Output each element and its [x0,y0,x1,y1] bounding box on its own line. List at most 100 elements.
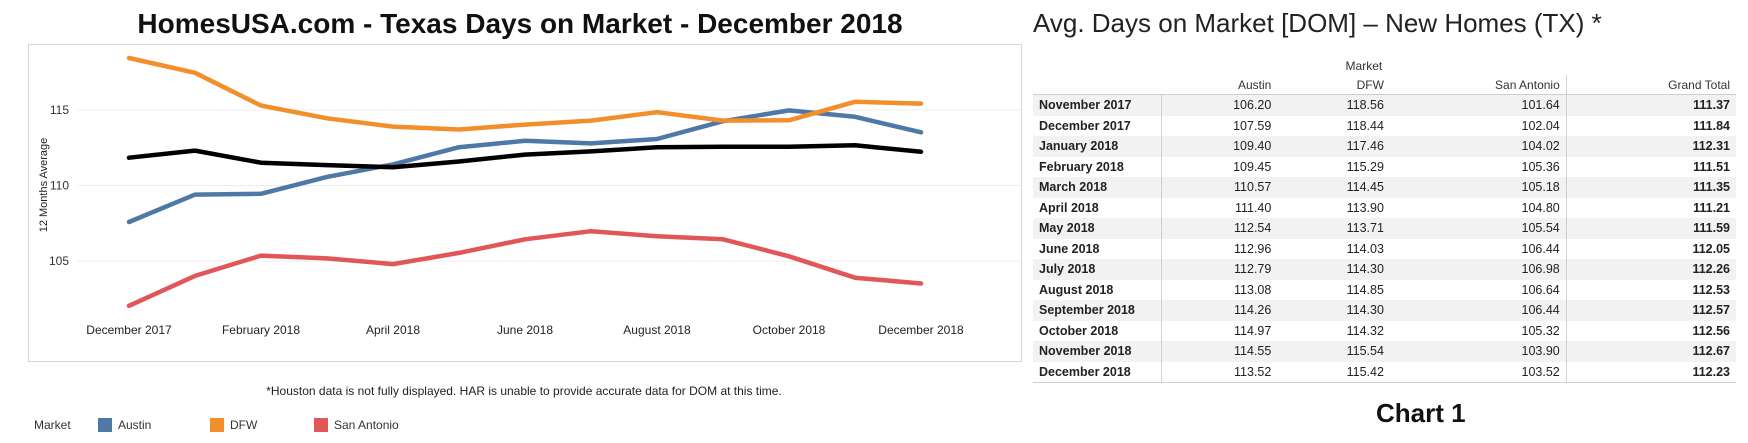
table-cell: 109.40 [1161,136,1278,157]
table-cell: 102.04 [1521,118,1560,133]
table-cell: 114.97 [1234,323,1272,338]
table-cell: 114.55 [1161,341,1278,362]
table-cell: 113.71 [1277,218,1390,239]
row-label: January 2018 [1033,136,1162,157]
y-tick-label: 105 [49,254,69,268]
grand-total-cell: 112.05 [1565,238,1736,259]
table-row: December 2018 113.52 115.42 103.52 112.23 [1033,361,1736,383]
table-cell: 106.44 [1389,300,1567,321]
grand-total-cell: 112.57 [1565,300,1736,321]
legend-label: DFW [230,417,258,432]
column-header-san-antonio: San Antonio [1389,75,1567,95]
table-cell: 112.54 [1161,218,1278,239]
y-tick-label: 115 [50,103,69,117]
table-cell: 104.02 [1389,136,1567,157]
table-cell: 114.85 [1346,282,1384,297]
grand-total-cell: 111.37 [1565,94,1736,116]
grand-total-cell: 111.84 [1565,115,1736,136]
table-cell: 107.59 [1233,118,1272,133]
legend-item-austin: Austin [98,417,151,432]
table-cell: 110.57 [1161,177,1278,198]
column-header-austin: Austin [1161,75,1278,95]
table-row: February 2018 109.45 115.29 105.36 111.51 [1033,156,1736,177]
table-row: December 2017 107.59 118.44 102.04 111.84 [1033,115,1736,136]
grand-total-cell: 112.31 [1565,136,1736,157]
row-label: March 2018 [1033,177,1162,198]
table-cell: 114.03 [1346,241,1384,256]
table-cell: 118.56 [1277,94,1390,116]
table-cell: 114.30 [1277,259,1390,280]
grand-total-cell: 111.59 [1565,218,1736,239]
table-cell: 117.46 [1277,136,1390,157]
row-label: November 2018 [1033,341,1162,362]
table-cell: 105.36 [1521,159,1560,174]
x-tick-label: April 2018 [366,323,420,337]
table-cell: 106.20 [1161,94,1278,116]
table-corner [1033,56,1162,75]
legend-swatch [314,417,328,432]
table-cell: 118.44 [1346,118,1384,133]
legend-label: Austin [118,417,152,432]
series-line-grand-total [126,142,924,170]
grand-total-cell: 111.21 [1565,197,1736,218]
table-row: August 2018 113.08 114.85 106.64 112.53 [1033,279,1736,300]
table-row: June 2018 112.96 114.03 106.44 112.05 [1033,238,1736,259]
table-cell: 115.54 [1277,341,1390,362]
series-line-dfw [126,55,924,132]
table-cell: 106.64 [1521,282,1560,297]
grand-total-cell: 112.56 [1565,320,1736,341]
legend-item-san-antonio: San Antonio [314,417,399,432]
row-label: May 2018 [1033,218,1162,239]
column-header-grand-total: Grand Total [1565,75,1736,95]
legend-label: San Antonio [334,417,399,432]
table-cell: 105.18 [1389,177,1567,198]
row-label: September 2018 [1033,300,1162,321]
row-label: April 2018 [1033,197,1162,218]
line-chart-svg: 105 110 115 12 Months Average December 2017 F… [38,55,1021,337]
table-cell: 109.45 [1233,159,1272,174]
table-row: January 2018 109.40 117.46 104.02 112.31 [1033,136,1736,157]
table-cell: 114.26 [1161,300,1278,321]
table-cell: 103.90 [1389,341,1567,362]
legend-swatch [210,417,224,432]
row-label: June 2018 [1033,238,1162,259]
table-row: November 2018 114.55 115.54 103.90 112.67 [1033,341,1736,362]
grand-total-cell: 112.23 [1565,361,1736,383]
row-label: November 2017 [1033,94,1162,116]
chart-footnote: *Houston data is not fully displayed. HA… [266,384,782,398]
table-cell: 114.30 [1277,300,1390,321]
table-cell: 114.32 [1346,323,1384,338]
table-row: November 2017 106.20 118.56 101.64 111.37 [1033,94,1736,116]
x-tick-label: February 2018 [222,323,300,337]
column-header-dfw: DFW [1277,75,1390,95]
grand-total-cell: 112.67 [1565,341,1736,362]
table-cell: 105.32 [1521,323,1560,338]
table-row: October 2018 114.97 114.32 105.32 112.56 [1033,320,1736,341]
grand-total-cell: 112.26 [1565,259,1736,280]
dom-table: Market Austin DFW San Antonio Grand Tota… [1033,56,1736,383]
y-axis-label: 12 Months Average [38,138,50,233]
table-cell: 106.98 [1389,259,1567,280]
table-body: November 2017 106.20 118.56 101.64 111.37 Dec… [1033,94,1736,383]
row-label: December 2018 [1033,361,1162,383]
table-cell: 115.29 [1346,159,1384,174]
row-label: August 2018 [1033,279,1162,300]
grand-total-cell: 111.35 [1565,177,1736,198]
table-cell: 101.64 [1389,94,1567,116]
series-line-san-antonio [126,228,924,309]
row-label: December 2017 [1033,115,1162,136]
legend-swatch [98,417,112,432]
table-cell: 114.45 [1277,177,1390,198]
table-cell: 105.54 [1389,218,1567,239]
legend-title: Market [34,418,71,432]
chart-title: HomesUSA.com - Texas Days on Market - De… [137,8,903,39]
table-row-header-blank [1033,75,1162,95]
grand-total-cell: 112.53 [1565,279,1736,300]
row-label: February 2018 [1033,156,1162,177]
table-cell: 106.44 [1521,241,1560,256]
table-cell: 104.80 [1521,200,1560,215]
table-row: March 2018 110.57 114.45 105.18 111.35 [1033,177,1736,198]
x-tick-label: October 2018 [753,323,826,337]
x-tick-label: August 2018 [623,323,691,337]
table-row: May 2018 112.54 113.71 105.54 111.59 [1033,218,1736,239]
